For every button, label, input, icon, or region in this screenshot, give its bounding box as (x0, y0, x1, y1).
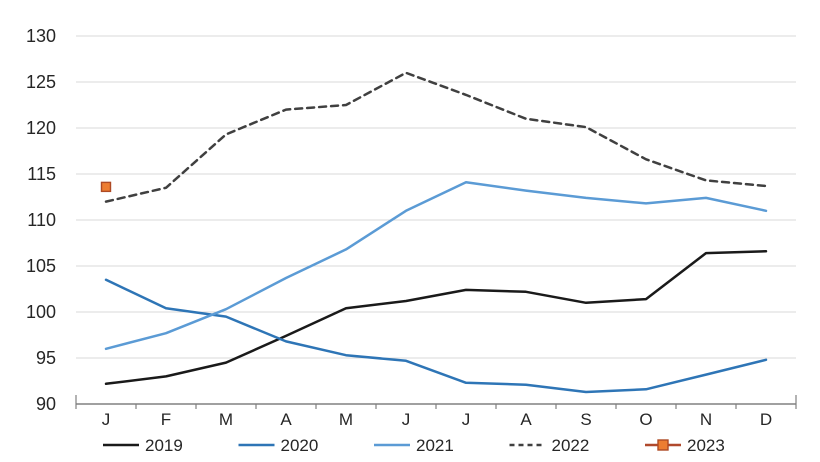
y-axis-tick-label-130: 130 (26, 26, 56, 46)
x-axis-month-label-3: M (219, 410, 233, 429)
legend-item-2020: 2020 (238, 436, 319, 455)
x-axis-month-label-1: J (102, 410, 111, 429)
y-axis-tick-label-100: 100 (26, 302, 56, 322)
y-axis-tick-label-120: 120 (26, 118, 56, 138)
series-line-2021 (104, 181, 768, 351)
legend-item-2021: 2021 (374, 436, 454, 455)
legend: 2019 2020 2021 2022 2023 (103, 436, 725, 455)
y-axis-tick-label-115: 115 (27, 164, 56, 184)
x-axis-month-label-8: A (520, 410, 532, 429)
legend-label-2022: 2022 (552, 436, 590, 455)
series-line-2020 (104, 278, 768, 394)
legend-marker-2023 (657, 439, 669, 451)
legend-label-2023: 2023 (687, 436, 725, 455)
y-axis-tick-label-125: 125 (26, 72, 56, 92)
data-point-marker-2023 (100, 181, 112, 193)
x-axis-month-label-7: J (462, 410, 471, 429)
legend-label-2019: 2019 (145, 436, 183, 455)
x-axis-month-label-11: N (700, 410, 712, 429)
series-line-2019 (104, 250, 768, 386)
y-axis-tick-label-95: 95 (36, 348, 56, 368)
x-axis-month-label-4: A (280, 410, 292, 429)
x-axis-month-label-6: J (402, 410, 411, 429)
x-axis-month-label-12: D (760, 410, 772, 429)
y-axis-tick-label-90: 90 (36, 394, 56, 414)
y-axis-tick-label-110: 110 (27, 210, 56, 230)
legend-label-2020: 2020 (281, 436, 319, 455)
legend-item-2023: 2023 (645, 436, 725, 455)
x-axis-month-label-5: M (339, 410, 353, 429)
x-axis-month-label-2: F (161, 410, 171, 429)
legend-label-2021: 2021 (416, 436, 454, 455)
y-axis-tick-label-105: 105 (26, 256, 56, 276)
legend-item-2022: 2022 (509, 436, 590, 455)
x-axis-month-label-9: S (580, 410, 591, 429)
series-line-2022 (104, 71, 768, 203)
legend-item-2019: 2019 (103, 436, 183, 455)
x-axis-month-label-10: O (639, 410, 652, 429)
